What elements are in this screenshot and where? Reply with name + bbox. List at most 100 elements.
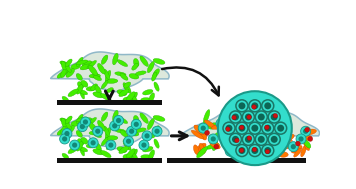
Ellipse shape [152,72,157,81]
Circle shape [214,144,219,149]
Ellipse shape [262,144,274,150]
Ellipse shape [124,139,131,145]
Ellipse shape [119,89,129,97]
Ellipse shape [246,133,260,141]
Ellipse shape [124,82,131,88]
Circle shape [257,136,262,142]
Circle shape [239,125,245,132]
Ellipse shape [93,132,101,138]
Ellipse shape [80,64,91,70]
Ellipse shape [254,114,266,122]
Ellipse shape [141,98,153,103]
Circle shape [249,122,261,134]
Circle shape [95,129,100,134]
Ellipse shape [256,119,271,123]
Ellipse shape [132,152,138,160]
Ellipse shape [269,118,278,126]
Ellipse shape [115,72,126,76]
Circle shape [255,134,265,144]
Circle shape [245,114,252,120]
Circle shape [262,145,274,156]
Ellipse shape [61,126,66,135]
Ellipse shape [81,80,88,87]
Ellipse shape [66,65,71,72]
Circle shape [251,102,258,109]
Ellipse shape [101,138,108,146]
Circle shape [141,143,147,148]
Circle shape [264,125,271,132]
Ellipse shape [140,113,148,123]
Circle shape [232,115,236,120]
Circle shape [262,121,267,126]
Ellipse shape [93,75,101,81]
Ellipse shape [263,131,272,138]
Ellipse shape [117,147,127,153]
Ellipse shape [89,122,98,132]
Ellipse shape [105,79,118,83]
Circle shape [155,129,159,134]
Ellipse shape [76,60,88,65]
Ellipse shape [62,96,69,102]
Ellipse shape [79,147,88,152]
Ellipse shape [255,131,268,137]
Circle shape [226,127,230,131]
Circle shape [253,141,258,146]
Ellipse shape [203,110,210,124]
Ellipse shape [304,140,311,148]
Circle shape [298,136,304,142]
Ellipse shape [277,123,289,133]
Circle shape [274,144,279,149]
Circle shape [247,144,257,154]
Ellipse shape [134,115,139,124]
Ellipse shape [208,123,218,129]
Ellipse shape [71,121,80,126]
Ellipse shape [266,144,278,149]
Ellipse shape [101,94,111,101]
Circle shape [234,144,239,149]
Circle shape [225,125,232,132]
Ellipse shape [212,140,218,151]
Polygon shape [51,109,169,149]
Circle shape [239,102,245,109]
Ellipse shape [221,115,228,126]
Ellipse shape [87,60,96,69]
Circle shape [216,119,226,129]
Circle shape [88,138,98,148]
Ellipse shape [211,124,226,129]
Ellipse shape [98,120,105,131]
Circle shape [221,133,226,138]
Ellipse shape [101,150,111,158]
Ellipse shape [89,65,98,75]
Circle shape [242,133,255,145]
Ellipse shape [66,126,74,134]
Circle shape [116,118,121,123]
Ellipse shape [193,145,199,155]
Ellipse shape [204,120,216,129]
Circle shape [252,132,257,137]
Ellipse shape [117,60,128,67]
Ellipse shape [154,82,159,91]
Ellipse shape [129,131,139,136]
Circle shape [134,122,139,127]
Ellipse shape [66,116,72,123]
Ellipse shape [104,69,110,79]
Circle shape [235,138,239,143]
Ellipse shape [140,56,148,66]
Ellipse shape [60,61,69,67]
Ellipse shape [91,84,98,91]
Circle shape [234,139,239,144]
Ellipse shape [82,61,92,67]
Ellipse shape [127,149,135,158]
Circle shape [268,146,278,156]
Circle shape [236,122,248,134]
Circle shape [283,123,288,129]
Circle shape [245,136,252,143]
Circle shape [251,147,258,154]
Circle shape [247,136,252,140]
Ellipse shape [87,117,96,126]
Circle shape [93,126,103,136]
Ellipse shape [303,129,316,135]
Ellipse shape [104,126,110,136]
Ellipse shape [142,90,153,95]
Ellipse shape [62,153,69,159]
